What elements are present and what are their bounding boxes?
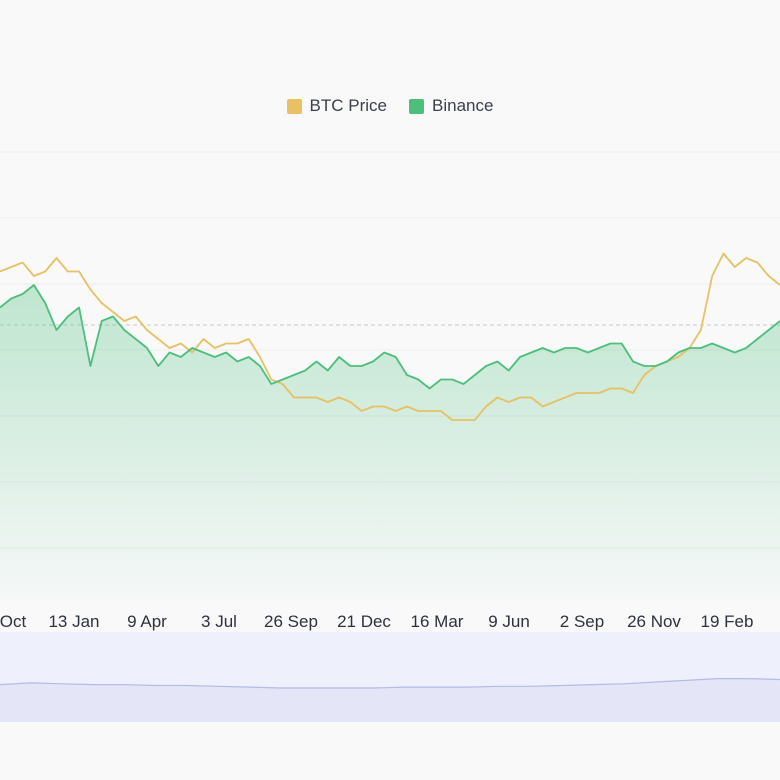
- plot-area: [0, 252, 780, 600]
- x-tick-label: 26 Sep: [264, 612, 318, 631]
- btc-price-line: [0, 252, 780, 421]
- x-tick-label: 2 Sep: [560, 612, 604, 631]
- x-tick-label: Oct: [0, 612, 26, 631]
- navigator-line: [0, 677, 780, 689]
- x-tick-label: 19 Feb: [701, 612, 754, 631]
- x-tick-label: 9 Apr: [127, 612, 167, 631]
- legend-label-btc-price: BTC Price: [309, 96, 388, 115]
- x-axis: Oct 13 Jan 9 Apr 3 Jul 26 Sep 21 Dec 16 Mar 9 J…: [0, 612, 754, 631]
- legend-label-binance: Binance: [432, 96, 494, 115]
- legend-item-binance[interactable]: Binance: [409, 96, 493, 116]
- legend-swatch-btc-price: [286, 98, 302, 114]
- chart-legend: BTC Price Binance: [0, 96, 780, 116]
- x-tick-label: 26 Nov: [627, 612, 681, 631]
- x-tick-label: 9 Jun: [488, 612, 530, 631]
- legend-item-btc-price[interactable]: BTC Price: [286, 96, 388, 116]
- binance-line: [0, 284, 780, 390]
- x-tick-label: 16 Mar: [411, 612, 464, 631]
- x-tick-label: 13 Jan: [48, 612, 99, 631]
- x-tick-label: 3 Jul: [201, 612, 237, 631]
- legend-swatch-binance: [409, 98, 425, 114]
- binance-area: [0, 285, 780, 600]
- x-tick-label: 21 Dec: [337, 612, 391, 631]
- range-navigator[interactable]: [0, 632, 780, 722]
- navigator-area: [0, 678, 780, 722]
